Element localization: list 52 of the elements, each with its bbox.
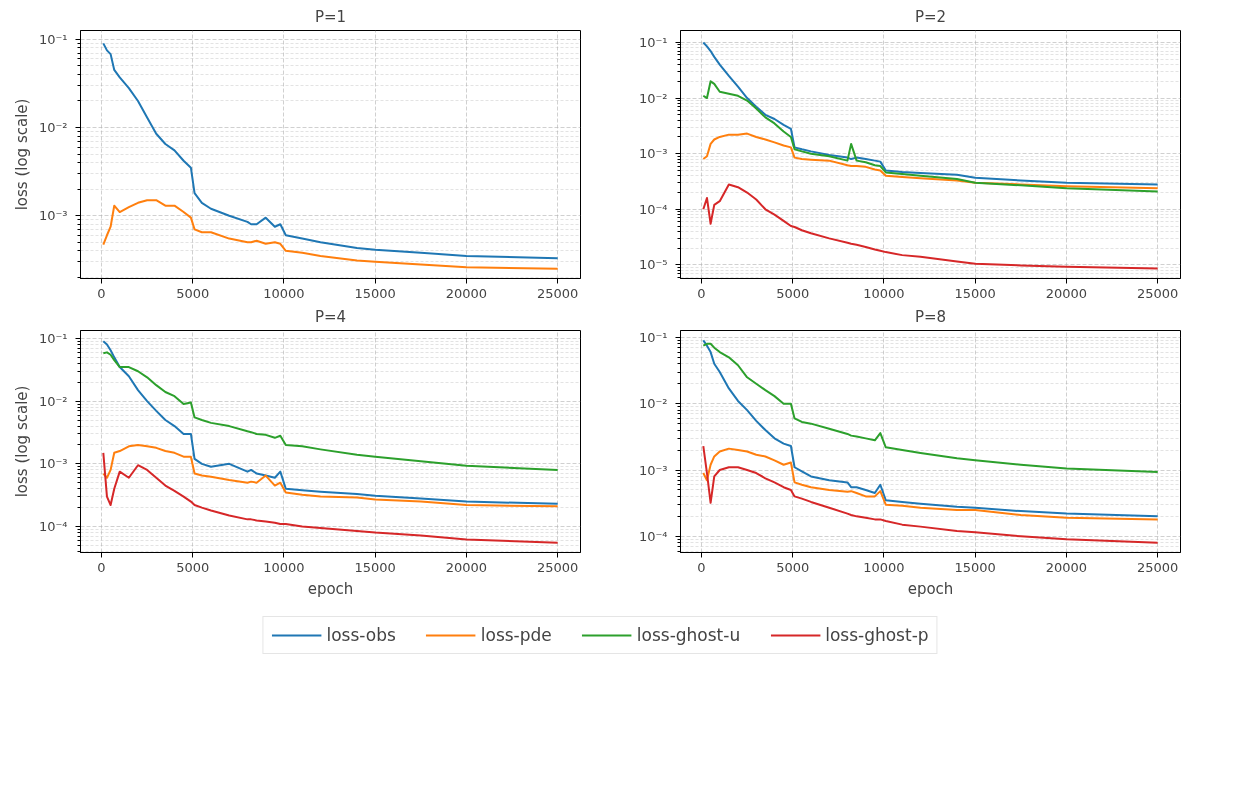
chart-title: P=8 (914, 307, 947, 326)
x-tick-label: 0 (697, 559, 706, 575)
x-tick-label: 10000 (863, 559, 905, 575)
y-tick-label: 10⁻³ (638, 146, 668, 162)
x-tick-label: 25000 (537, 285, 579, 301)
x-tick-label: 15000 (954, 285, 996, 301)
x-tick-label: 20000 (1045, 559, 1088, 575)
x-tick-label: 25000 (1137, 559, 1179, 575)
legend-label: loss-ghost-p (825, 625, 929, 645)
x-tick-label: 25000 (537, 559, 579, 575)
x-tick-label: 20000 (445, 285, 488, 301)
y-tick-label: 10⁻¹ (38, 330, 68, 346)
y-axis-title: loss (log scale) (12, 98, 31, 211)
y-tick-label: 10⁻⁵ (638, 257, 668, 273)
x-tick-label: 15000 (954, 559, 996, 575)
x-axis-title: epoch (307, 579, 354, 598)
y-tick-label: 10⁻⁴ (638, 201, 668, 217)
x-tick-label: 20000 (1045, 285, 1088, 301)
x-tick-label: 25000 (1137, 285, 1179, 301)
chart-title: P=1 (314, 7, 347, 26)
x-tick-label: 0 (97, 285, 106, 301)
y-tick-label: 10⁻¹ (638, 329, 668, 345)
y-tick-label: 10⁻³ (38, 208, 68, 224)
chart-title: P=4 (314, 307, 347, 326)
y-tick-label: 10⁻³ (38, 456, 68, 472)
x-tick-label: 5000 (776, 285, 810, 301)
x-tick-label: 10000 (863, 285, 905, 301)
x-tick-label: 15000 (354, 559, 396, 575)
x-tick-label: 0 (97, 559, 106, 575)
y-tick-label: 10⁻⁴ (638, 528, 668, 544)
y-tick-label: 10⁻³ (638, 462, 668, 478)
y-axis-title: loss (log scale) (12, 385, 31, 498)
x-axis-title: epoch (907, 579, 954, 598)
x-tick-label: 5000 (776, 559, 810, 575)
x-tick-label: 20000 (445, 559, 488, 575)
x-tick-label: 5000 (176, 559, 210, 575)
y-tick-label: 10⁻¹ (638, 34, 668, 50)
y-tick-label: 10⁻² (38, 120, 68, 136)
x-tick-label: 0 (697, 285, 706, 301)
y-tick-label: 10⁻² (38, 393, 68, 409)
y-tick-label: 10⁻² (638, 396, 668, 412)
x-tick-label: 5000 (176, 285, 210, 301)
y-tick-label: 10⁻¹ (38, 31, 68, 47)
y-tick-label: 10⁻⁴ (38, 519, 68, 535)
chart-title: P=2 (914, 7, 947, 26)
y-tick-label: 10⁻² (638, 90, 668, 106)
legend-label: loss-ghost-u (636, 625, 741, 645)
x-tick-label: 10000 (263, 559, 305, 575)
legend-label: loss-pde (480, 625, 552, 645)
legend-label: loss-obs (326, 625, 396, 645)
x-tick-label: 10000 (263, 285, 305, 301)
x-tick-label: 15000 (354, 285, 396, 301)
